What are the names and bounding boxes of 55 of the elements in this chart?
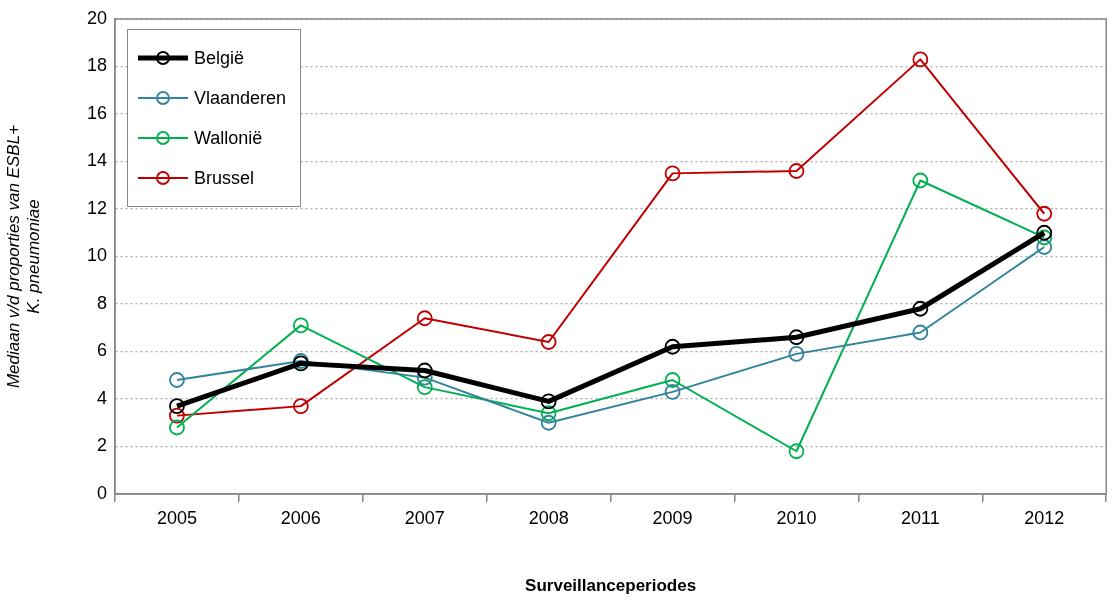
y-tick-label: 10 [86, 245, 107, 266]
text: Mediaan v/d proporties van ESBL+ [3, 124, 23, 389]
point [540, 334, 557, 350]
point [664, 165, 681, 182]
point [416, 310, 433, 327]
x-tick-label: 2008 [528, 507, 569, 528]
legend-label: Brussel [194, 167, 255, 189]
y-tick-label: 18 [86, 55, 107, 76]
point [1036, 205, 1053, 222]
y-tick-label: 14 [86, 150, 107, 171]
text: K. pneumoniae [24, 199, 44, 314]
point [169, 419, 185, 436]
point [540, 393, 557, 410]
point [540, 414, 557, 431]
point [1036, 224, 1053, 241]
point [664, 338, 681, 355]
point [169, 372, 185, 388]
x-tick-label: 2009 [652, 507, 693, 528]
y-tick-label: 12 [86, 197, 107, 218]
point [664, 383, 681, 400]
point [912, 300, 929, 317]
point [788, 443, 805, 460]
point [912, 324, 929, 341]
point [169, 398, 185, 415]
legend-label: België [194, 47, 245, 69]
point [1036, 229, 1053, 246]
point [169, 407, 185, 424]
y-tick-label: 6 [96, 340, 107, 361]
y-tick-label: 2 [96, 435, 107, 456]
x-tick-label: 2006 [280, 507, 321, 528]
x-axis-title: Surveillanceperiodes [525, 576, 697, 596]
point [416, 379, 433, 396]
point [912, 172, 929, 189]
point [664, 372, 681, 388]
y-tick-label: 20 [86, 7, 107, 28]
point [292, 398, 309, 415]
point [292, 317, 309, 334]
point [788, 345, 805, 362]
legend-label: Vlaanderen [194, 87, 287, 109]
point [912, 51, 929, 68]
x-tick-label: 2011 [900, 507, 940, 528]
point [1036, 239, 1053, 255]
legend-label: Wallonië [194, 127, 263, 149]
y-tick-label: 16 [86, 102, 107, 123]
y-tick-label: 0 [96, 482, 107, 503]
x-tick-label: 2005 [156, 507, 197, 528]
y-tick-label: 4 [96, 387, 107, 408]
x-tick-label: 2012 [1024, 507, 1065, 528]
point [788, 163, 805, 179]
y-tick-label: 8 [96, 292, 107, 313]
point [788, 329, 805, 346]
x-tick-label: 2010 [776, 507, 817, 528]
point [416, 362, 433, 379]
x-tick-label: 2007 [404, 507, 445, 528]
point [540, 405, 557, 422]
